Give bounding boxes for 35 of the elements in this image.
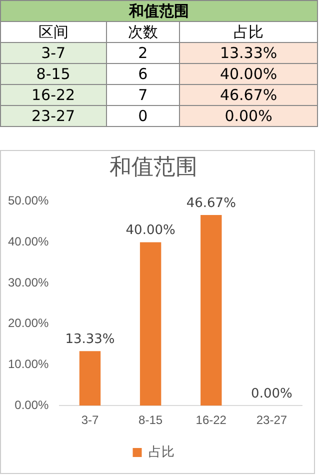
data-label: 40.00% [126, 223, 176, 238]
y-tick-label: 20.00% [8, 316, 50, 330]
bar [140, 242, 162, 406]
data-label: 13.33% [65, 332, 115, 348]
category-label: 次数 [106, 22, 180, 42]
category-label: 占比 [180, 22, 318, 42]
x-tick-label: 3-7 [81, 413, 99, 428]
category-label: 区间 [0, 22, 106, 42]
text: 0 [106, 106, 180, 126]
text: 7 [106, 84, 180, 106]
bar [79, 351, 101, 406]
y-tick-label: 0.00% [14, 398, 50, 412]
data-label: 46.67% [186, 196, 236, 211]
text: 2 [106, 42, 180, 64]
y-tick-label: 10.00% [8, 357, 50, 372]
text: 0.00% [180, 106, 318, 126]
x-tick-label: 23-27 [256, 413, 288, 428]
y-tick-label: 40.00% [8, 234, 50, 249]
text: 46.67% [180, 84, 318, 106]
y-tick-label: 30.00% [8, 275, 50, 290]
x-tick-label: 8-15 [138, 413, 163, 428]
data-label: 0.00% [251, 386, 292, 402]
text: 23-27 [0, 106, 106, 126]
text: 40.00% [180, 64, 318, 84]
chart-title: 和值范围 [110, 154, 198, 180]
bar [200, 215, 222, 406]
x-tick-label: 16-22 [196, 413, 227, 428]
text: 6 [106, 64, 180, 84]
legend-label: 占比 [148, 444, 174, 460]
text: 3-7 [0, 42, 106, 64]
y-tick-label: 50.00% [8, 194, 50, 208]
text: 和值范围 [0, 0, 318, 22]
text: 13.33% [180, 42, 318, 64]
text: 16-22 [0, 84, 106, 106]
text: 8-15 [0, 64, 106, 84]
